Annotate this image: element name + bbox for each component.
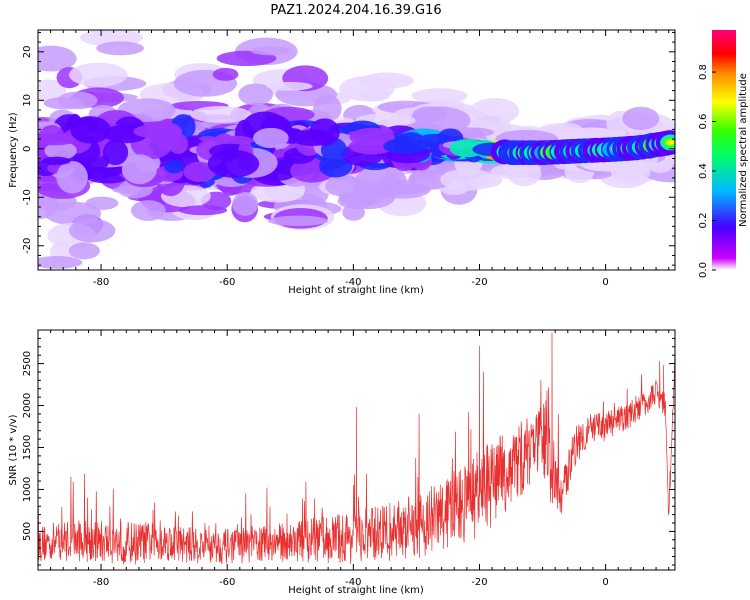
spectrogram-cell [96, 41, 145, 56]
spectrogram-cell [319, 154, 353, 178]
spectrogram-cell [164, 159, 184, 174]
y-tick-label: 500 [22, 522, 33, 541]
spectrogram-cell [250, 46, 291, 56]
spectrogram-cell [665, 139, 675, 146]
x-tick-label: -80 [93, 577, 109, 588]
spectrogram-cell [469, 97, 520, 125]
x-tick-label: -40 [345, 277, 361, 288]
x-tick-label: 0 [602, 277, 608, 288]
spectrogram-cell [325, 175, 366, 198]
colorbar-scale [712, 30, 736, 270]
snr-y-ticks: 500 1000 1500 2000 2500 [22, 329, 675, 566]
spectrogram-cell [56, 160, 88, 194]
y-tick-label: 20 [22, 45, 33, 58]
spectrogram-cell [339, 76, 395, 102]
spectrogram-cell [411, 88, 468, 104]
y-tick-label: 0 [22, 146, 33, 152]
x-tick-label: -20 [471, 277, 487, 288]
spectrogram-cell [266, 81, 313, 91]
spectrogram-cell [412, 106, 448, 123]
y-tick-label: 1500 [22, 435, 33, 460]
x-tick-label: 0 [602, 577, 608, 588]
y-tick-label: -20 [22, 238, 33, 254]
spectrogram-cell [44, 141, 77, 160]
spectrogram-cell [57, 91, 98, 110]
y-tick-label: 1000 [22, 477, 33, 502]
snr-x-ticks: -80 -60 -40 -20 0 [37, 330, 670, 588]
snr-panel: -80 -60 -40 -20 0 500 1000 1500 2000 2500 Height… [8, 329, 676, 596]
spectrogram-cell [133, 124, 182, 139]
spectrogram-cell [440, 168, 496, 191]
spectrogram-cell [41, 156, 71, 166]
spectrogram-cell [622, 106, 660, 131]
spectrogram-cell [178, 205, 228, 216]
spectrogram-x-ticks: -80 -60 -40 -20 0 [37, 30, 670, 288]
spectrogram-cell [38, 133, 76, 146]
spectrogram-image [38, 30, 675, 269]
spectrogram-x-axis-label: Height of straight line (km) [288, 285, 424, 296]
y-tick-label: 10 [22, 94, 33, 107]
spectrogram-cell [232, 192, 259, 216]
x-tick-label: -40 [345, 577, 361, 588]
spectrogram-cell [490, 164, 530, 179]
snr-frame [37, 329, 676, 571]
colorbar-tick-label: 0.8 [698, 64, 709, 80]
spectrogram-cell [355, 165, 407, 194]
y-tick-label: -10 [22, 189, 33, 205]
spectrogram-cell [121, 154, 157, 185]
snr-y-axis-label: SNR (10 * v/v) [8, 414, 19, 485]
spectrogram-cell [70, 116, 111, 144]
spectrogram-cell [207, 149, 260, 178]
x-tick-label: -60 [219, 277, 235, 288]
spectrogram-cell [38, 45, 77, 72]
y-tick-label: 2500 [22, 351, 33, 376]
spectrogram-cell [68, 242, 100, 260]
spectrogram-cell [267, 215, 329, 227]
spectrogram-cell [168, 133, 189, 155]
spectrogram-cell [309, 118, 340, 146]
spectrogram-cell [68, 218, 116, 243]
colorbar-tick-label: 0.2 [698, 213, 709, 229]
colorbar-label: Normalized spectral amplitude [738, 73, 749, 227]
spectrogram-y-ticks: 20 10 0 -10 -20 [22, 31, 675, 266]
colorbar-tick-label: 0.6 [698, 114, 709, 130]
spectrogram-cell [253, 127, 289, 148]
spectrogram-y-axis-label: Frequency (Hz) [8, 112, 19, 188]
colorbar-tick-label: 0.0 [698, 262, 709, 278]
x-tick-label: -20 [471, 577, 487, 588]
x-tick-label: -80 [93, 277, 109, 288]
spectrogram-frame [37, 29, 676, 271]
spectrogram-cell [348, 137, 395, 155]
colorbar-tick-label: 0.4 [698, 163, 709, 179]
spectrogram-cell [212, 67, 239, 81]
spectrogram-cell [190, 105, 252, 123]
spectrogram-cell [383, 138, 429, 155]
x-tick-label: -60 [219, 577, 235, 588]
spectrogram-cell [131, 200, 166, 221]
colorbar: 0.0 0.2 0.4 0.6 0.8 Normalized spectral ampl… [698, 30, 749, 278]
snr-x-axis-label: Height of straight line (km) [288, 585, 424, 596]
spectrogram-cell [38, 256, 83, 269]
spectrogram-cell [102, 139, 129, 166]
figure-title: PAZ1.2024.204.16.39.G16 [270, 3, 441, 18]
snr-series-line [38, 332, 675, 565]
spectrogram-cell [69, 62, 128, 87]
colorbar-ticks: 0.0 0.2 0.4 0.6 0.8 [698, 64, 716, 278]
y-tick-label: 2000 [22, 393, 33, 418]
spectrogram-cell [238, 83, 274, 106]
spectrogram-cell [183, 161, 217, 182]
spectrogram-panel: -80 -60 -40 -20 0 20 10 0 -10 -20 Height of stra… [8, 29, 676, 296]
